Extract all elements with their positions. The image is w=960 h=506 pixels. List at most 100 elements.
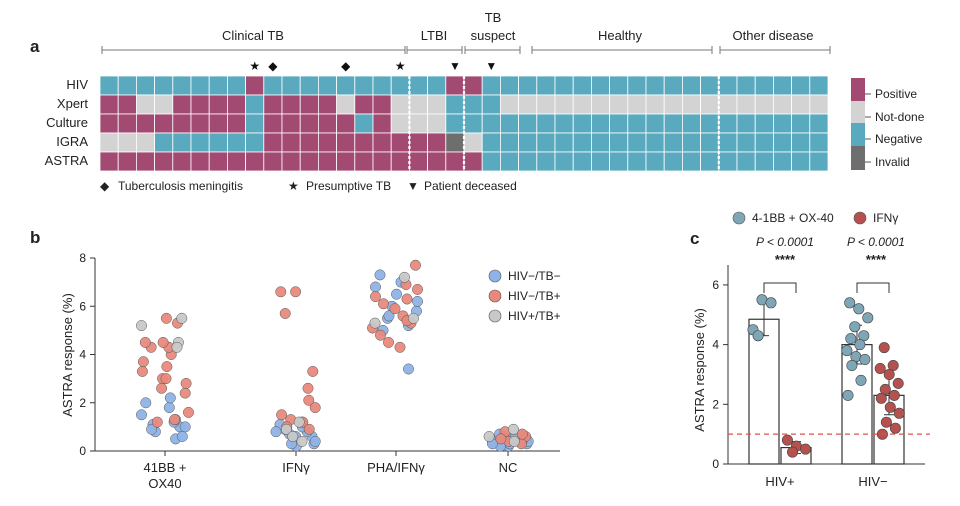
heatmap-cell <box>117 75 137 96</box>
panel-c-legend: 4-1BB + OX-40 IFNγ <box>732 211 898 225</box>
y-tick-label: 2 <box>79 396 86 410</box>
data-point-hivpos-tbpos <box>293 416 305 428</box>
pvalue-hivneg: P < 0.0001 <box>847 235 905 249</box>
data-point-c-obx <box>854 339 866 351</box>
heatmap-cell <box>663 113 683 134</box>
data-point-hivneg-tbpos <box>412 283 423 295</box>
heatmap-cell <box>809 75 829 96</box>
x-tick-label: 41BB + <box>143 460 186 475</box>
data-point-hivneg-tbpos <box>160 312 172 324</box>
heatmap-cell <box>427 132 447 153</box>
heatmap-cell <box>518 113 538 134</box>
data-point-c-obx <box>845 333 857 345</box>
data-point-hivneg-tbneg <box>164 392 176 404</box>
panel-b-points <box>136 259 534 452</box>
panel-b-y-axis-label: ASTRA response (%) <box>60 293 75 417</box>
group-label-suspect: suspect <box>471 28 516 43</box>
heatmap-cell <box>554 113 574 134</box>
heatmap-cell <box>518 75 538 96</box>
heatmap-cell <box>718 94 738 115</box>
data-point-c-obx <box>842 389 854 401</box>
bar-c-obx <box>748 318 780 465</box>
heatmap-cell <box>135 113 155 134</box>
panel-b-axes: 0 2 4 6 8 41BB +OX40 IFNγ PHA/IFNγ NC <box>79 251 560 491</box>
group-label-clinical-tb: Clinical TB <box>222 28 284 43</box>
heatmap-cell <box>554 94 574 115</box>
group-label-other-disease: Other disease <box>733 28 814 43</box>
heatmap-cell <box>591 151 611 172</box>
heatmap-cell <box>609 151 629 172</box>
heatmap-cell <box>99 132 119 153</box>
heatmap-cell <box>791 132 811 153</box>
heatmap-cell <box>226 113 246 134</box>
x-tick-label: PHA/IFNγ <box>367 460 425 475</box>
heatmap-cell <box>263 75 283 96</box>
heatmap-cell <box>299 151 319 172</box>
heatmap-cell <box>263 113 283 134</box>
star-icon: ★ <box>288 179 299 193</box>
panel-b-legend: HIV−/TB− HIV−/TB+ HIV+/TB+ <box>488 269 561 323</box>
heatmap-cell <box>645 94 665 115</box>
heatmap-cell <box>536 132 556 153</box>
data-point-c-obx <box>862 312 874 324</box>
heatmap-cell <box>554 75 574 96</box>
data-point-c-ifn <box>786 446 798 458</box>
data-point-c-ifn <box>892 377 904 389</box>
heatmap-cell <box>572 94 592 115</box>
heatmap-cell <box>591 132 611 153</box>
heatmap-cell <box>226 151 246 172</box>
data-point-hivpos-tbpos <box>508 423 519 435</box>
heatmap-cell <box>190 113 210 134</box>
heatmap-cell <box>372 113 392 134</box>
y-tick-label: 4 <box>79 348 86 362</box>
heatmap-cell <box>791 151 811 172</box>
heatmap-cell <box>408 113 428 134</box>
heatmap-cell <box>281 75 301 96</box>
data-point-c-obx <box>849 321 861 333</box>
data-point-hivneg-tbneg <box>403 363 414 375</box>
heatmap-cell <box>791 75 811 96</box>
data-point-c-ifn <box>893 407 905 419</box>
marker-row: ★ ◆ ◆ ★ ▼ ▼ <box>249 59 497 73</box>
heatmap-cell <box>263 151 283 172</box>
data-point-hivneg-tbpos <box>394 341 406 353</box>
data-point-hivneg-tbpos <box>151 416 163 428</box>
legend-marker-4-1bb-ox-40 <box>732 211 746 225</box>
heatmap-cell <box>317 113 337 134</box>
heatmap-cell <box>135 132 155 153</box>
heatmap-cell <box>172 94 192 115</box>
heatmap-cell <box>245 75 265 96</box>
heatmap-cell <box>591 75 611 96</box>
heatmap-cell <box>154 151 174 172</box>
group-bracket-other-disease: Other disease <box>719 28 831 54</box>
x-tick-label: IFNγ <box>282 460 310 475</box>
heatmap-cell <box>135 94 155 115</box>
data-point-hivneg-tbpos <box>389 303 401 315</box>
heatmap-cell <box>627 75 647 96</box>
data-point-hivpos-tbpos <box>508 435 520 447</box>
heatmap-cell <box>408 94 428 115</box>
heatmap-cell <box>245 132 265 153</box>
legend-swatch-negative <box>851 123 865 146</box>
triangle-down-icon: ▼ <box>449 59 461 73</box>
heatmap-cell <box>226 94 246 115</box>
data-point-c-ifn <box>887 359 899 371</box>
heatmap-cell <box>263 132 283 153</box>
heatmap-cell <box>718 151 738 172</box>
heatmap-cell <box>773 75 793 96</box>
legend-swatch-invalid <box>851 146 865 170</box>
heatmap-cell <box>645 132 665 153</box>
group-bracket-clinical-tb: Clinical TB <box>101 28 406 54</box>
row-label-culture: Culture <box>46 115 88 130</box>
heatmap-cell <box>317 75 337 96</box>
data-point-c-ifn <box>874 362 886 374</box>
data-point-c-obx <box>765 297 777 309</box>
data-point-hivneg-tbpos <box>279 308 291 319</box>
data-point-hivneg-tbpos <box>157 336 169 348</box>
heatmap-cell <box>809 94 829 115</box>
heatmap-cell <box>390 132 410 153</box>
heatmap-cell <box>245 151 265 172</box>
heatmap-cell <box>99 113 119 134</box>
legend-label-hivneg-tbneg: HIV−/TB− <box>508 269 561 283</box>
data-point-c-ifn <box>888 389 900 401</box>
